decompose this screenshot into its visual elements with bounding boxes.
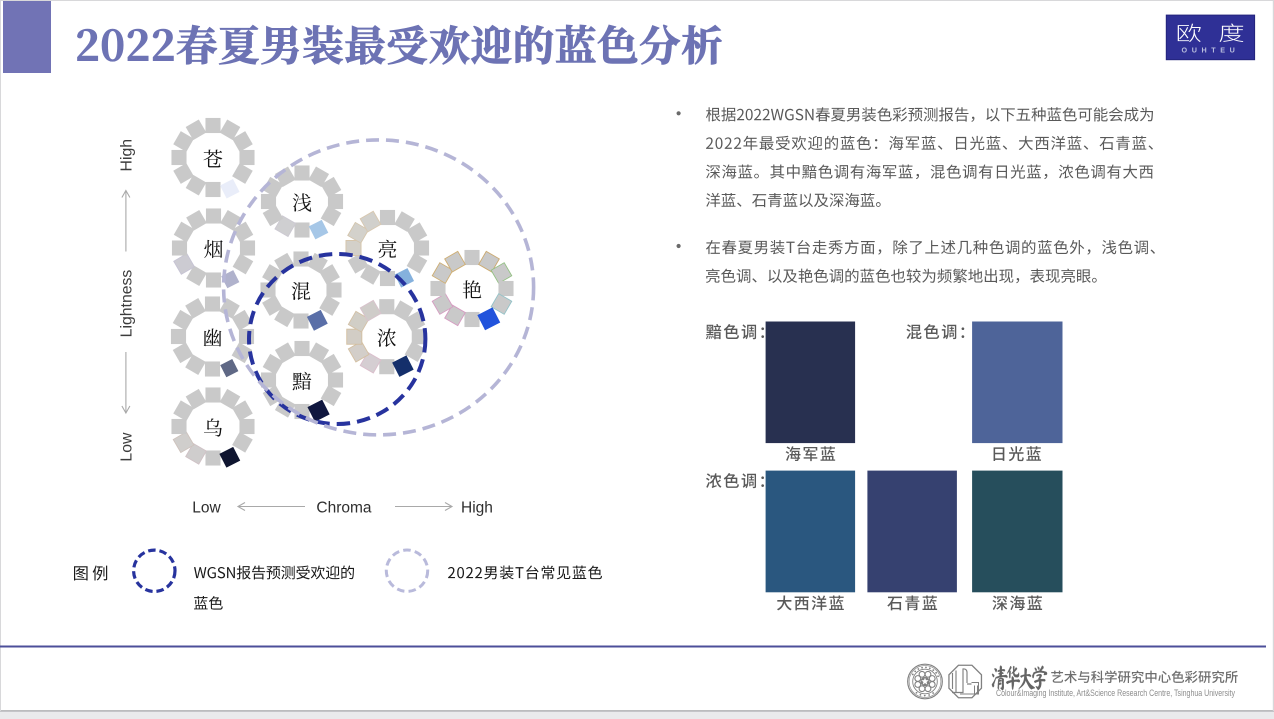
svg-text:High: High bbox=[461, 499, 493, 516]
svg-text:Low: Low bbox=[192, 499, 221, 516]
svg-text:High: High bbox=[119, 139, 136, 172]
svg-text:Lightness: Lightness bbox=[119, 270, 136, 338]
svg-text:OUHTEU: OUHTEU bbox=[1182, 46, 1240, 55]
svg-text:Chroma: Chroma bbox=[316, 499, 372, 516]
svg-text:Colour&Imaging Institute, Art&: Colour&Imaging Institute, Art&Science Re… bbox=[996, 688, 1235, 698]
svg-text:Low: Low bbox=[119, 432, 136, 462]
